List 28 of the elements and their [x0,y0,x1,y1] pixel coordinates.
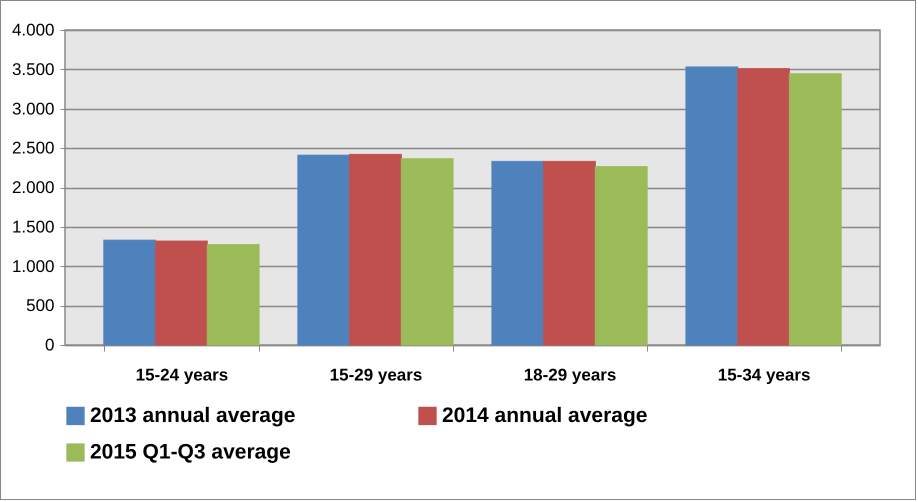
y-tick-label: 1.500 [12,217,54,236]
bar [297,154,350,346]
x-tick-label: 18-29 years [524,366,616,384]
bar [594,166,648,346]
bar [103,240,156,346]
bar [206,244,260,346]
bar [543,160,596,346]
y-tick-label: 2.000 [12,178,54,197]
legend-label: 2014 annual average [442,404,648,427]
x-tick-label: 15-29 years [330,366,422,384]
x-tick-label: 15-24 years [136,366,228,384]
bar [400,158,454,346]
bar [154,240,208,346]
y-tick-label: 3.500 [12,60,54,79]
bar [788,73,842,346]
y-tick-label: 500 [26,296,54,316]
y-tick-label: 0 [45,336,54,354]
y-tick-label: 1.000 [12,256,54,276]
y-tick-label: 2.500 [12,138,54,158]
x-tick-label: 15-34 years [718,366,810,384]
bar [349,154,402,346]
legend-label: 2015 Q1-Q3 average [90,440,291,464]
legend-label: 2013 annual average [90,404,296,427]
bar [685,66,738,346]
y-tick-label: 4.000 [12,20,54,40]
y-tick-label: 3.000 [12,99,54,118]
bar [491,160,544,346]
bar [737,68,790,346]
